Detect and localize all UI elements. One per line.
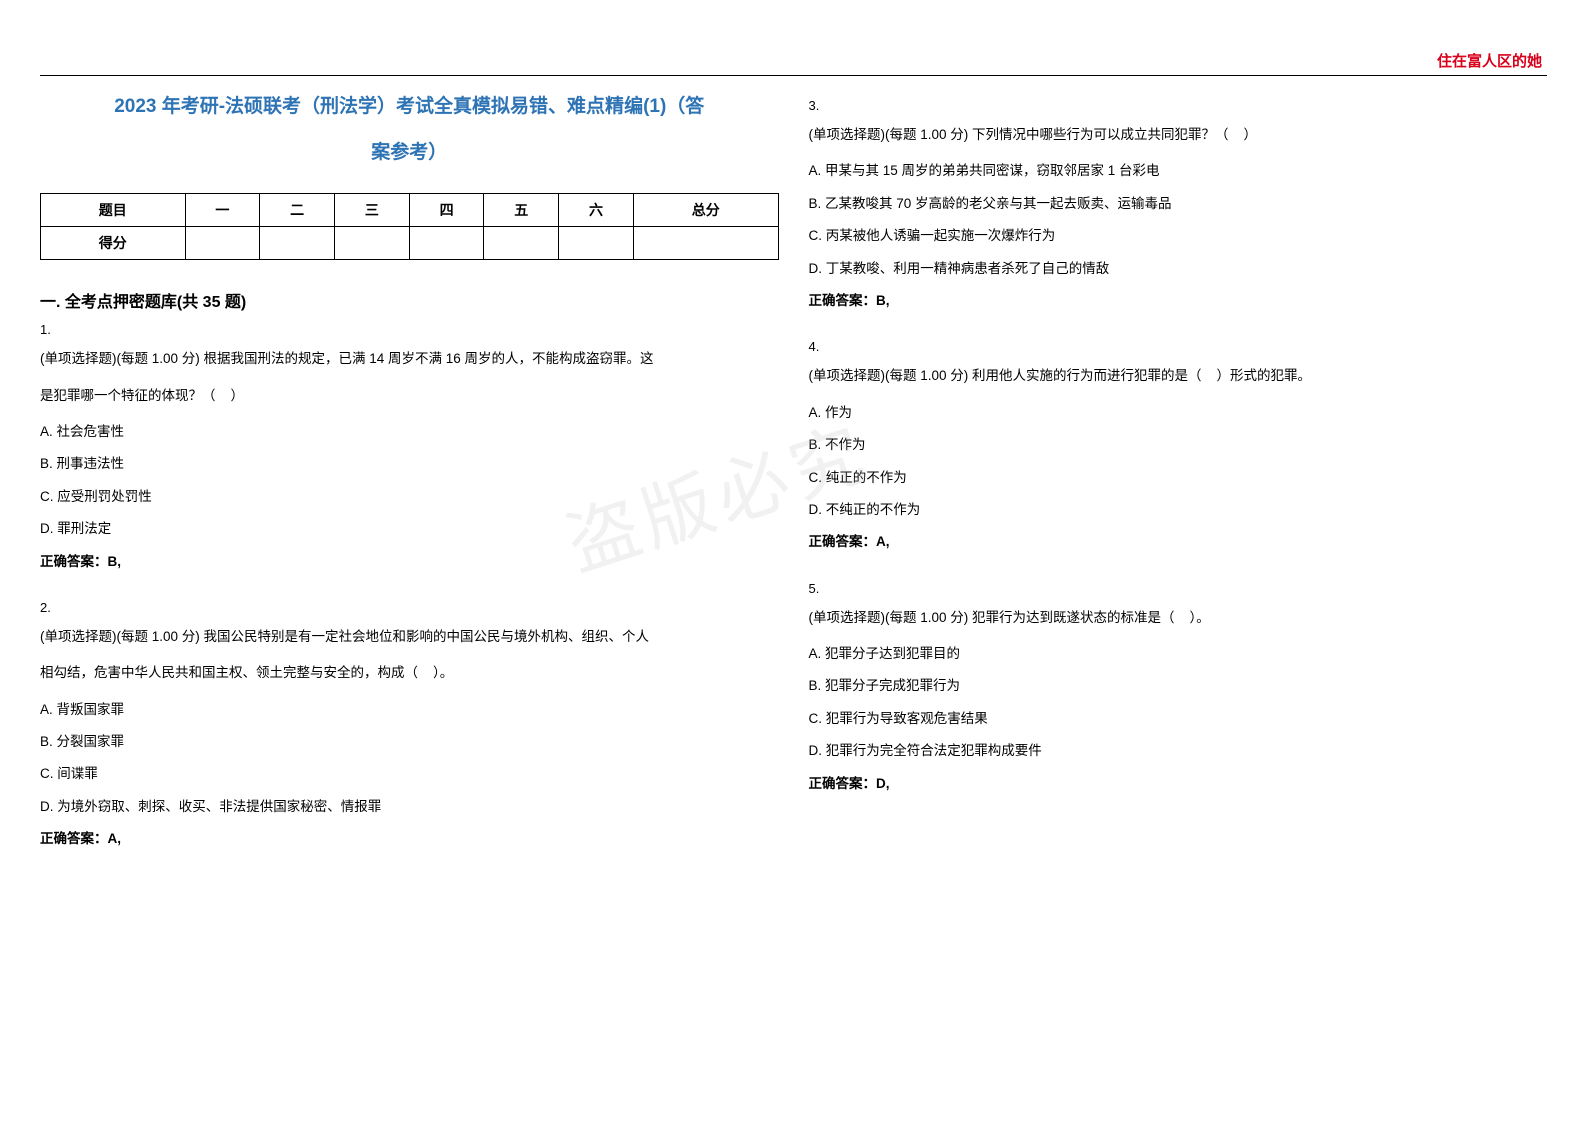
option-b: B. 犯罪分子完成犯罪行为: [809, 670, 1548, 702]
table-header: 总分: [633, 194, 778, 227]
option-a: A. 背叛国家罪: [40, 694, 779, 726]
question-number: 2.: [40, 600, 779, 615]
table-header: 题目: [41, 194, 186, 227]
option-d: D. 犯罪行为完全符合法定犯罪构成要件: [809, 735, 1548, 767]
table-header: 六: [559, 194, 634, 227]
question-text: 是犯罪哪一个特征的体现？（ ）: [40, 380, 779, 412]
option-d: D. 不纯正的不作为: [809, 494, 1548, 526]
answer: 正确答案：B,: [40, 546, 779, 578]
table-header: 三: [334, 194, 409, 227]
option-c: C. 犯罪行为导致客观危害结果: [809, 703, 1548, 735]
table-cell: [559, 227, 634, 260]
left-column: 2023 年考研-法硕联考（刑法学）考试全真模拟易错、难点精编(1)（答 案参考…: [40, 84, 779, 878]
table-cell: [185, 227, 260, 260]
answer: 正确答案：A,: [809, 526, 1548, 558]
table-header: 四: [409, 194, 484, 227]
table-cell: [409, 227, 484, 260]
question-number: 1.: [40, 322, 779, 337]
option-d: D. 罪刑法定: [40, 513, 779, 545]
option-c: C. 丙某被他人诱骗一起实施一次爆炸行为: [809, 220, 1548, 252]
content-container: 2023 年考研-法硕联考（刑法学）考试全真模拟易错、难点精编(1)（答 案参考…: [40, 75, 1547, 878]
document-title-line1: 2023 年考研-法硕联考（刑法学）考试全真模拟易错、难点精编(1)（答: [40, 84, 779, 130]
option-c: C. 应受刑罚处罚性: [40, 481, 779, 513]
table-cell: 得分: [41, 227, 186, 260]
option-c: C. 间谍罪: [40, 758, 779, 790]
option-d: D. 丁某教唆、利用一精神病患者杀死了自己的情敌: [809, 253, 1548, 285]
document-title-line2: 案参考）: [40, 130, 779, 176]
option-b: B. 乙某教唆其 70 岁高龄的老父亲与其一起去贩卖、运输毒品: [809, 188, 1548, 220]
table-cell: [260, 227, 335, 260]
table-header: 一: [185, 194, 260, 227]
answer: 正确答案：A,: [40, 823, 779, 855]
question-text: (单项选择题)(每题 1.00 分) 下列情况中哪些行为可以成立共同犯罪？（ ）: [809, 119, 1548, 151]
right-column: 3. (单项选择题)(每题 1.00 分) 下列情况中哪些行为可以成立共同犯罪？…: [809, 84, 1548, 878]
option-b: B. 分裂国家罪: [40, 726, 779, 758]
answer: 正确答案：D,: [809, 768, 1548, 800]
table-cell: [484, 227, 559, 260]
question-number: 3.: [809, 98, 1548, 113]
table-header: 五: [484, 194, 559, 227]
score-table: 题目 一 二 三 四 五 六 总分 得分: [40, 193, 779, 260]
option-c: C. 纯正的不作为: [809, 462, 1548, 494]
question-number: 5.: [809, 581, 1548, 596]
question-text: (单项选择题)(每题 1.00 分) 犯罪行为达到既遂状态的标准是（ ）。: [809, 602, 1548, 634]
table-row: 得分: [41, 227, 779, 260]
header-right-text: 住在富人区的她: [1437, 50, 1542, 71]
option-a: A. 作为: [809, 397, 1548, 429]
question-text: (单项选择题)(每题 1.00 分) 根据我国刑法的规定，已满 14 周岁不满 …: [40, 343, 779, 375]
option-a: A. 社会危害性: [40, 416, 779, 448]
question-text: (单项选择题)(每题 1.00 分) 我国公民特别是有一定社会地位和影响的中国公…: [40, 621, 779, 653]
table-cell: [334, 227, 409, 260]
option-b: B. 刑事违法性: [40, 448, 779, 480]
section-title: 一. 全考点押密题库(共 35 题): [40, 288, 779, 312]
table-cell: [633, 227, 778, 260]
table-row: 题目 一 二 三 四 五 六 总分: [41, 194, 779, 227]
option-d: D. 为境外窃取、刺探、收买、非法提供国家秘密、情报罪: [40, 791, 779, 823]
question-text: 相勾结，危害中华人民共和国主权、领土完整与安全的，构成（ ）。: [40, 657, 779, 689]
table-header: 二: [260, 194, 335, 227]
answer: 正确答案：B,: [809, 285, 1548, 317]
option-b: B. 不作为: [809, 429, 1548, 461]
question-text: (单项选择题)(每题 1.00 分) 利用他人实施的行为而进行犯罪的是（ ）形式…: [809, 360, 1548, 392]
question-number: 4.: [809, 339, 1548, 354]
option-a: A. 甲某与其 15 周岁的弟弟共同密谋，窃取邻居家 1 台彩电: [809, 155, 1548, 187]
option-a: A. 犯罪分子达到犯罪目的: [809, 638, 1548, 670]
